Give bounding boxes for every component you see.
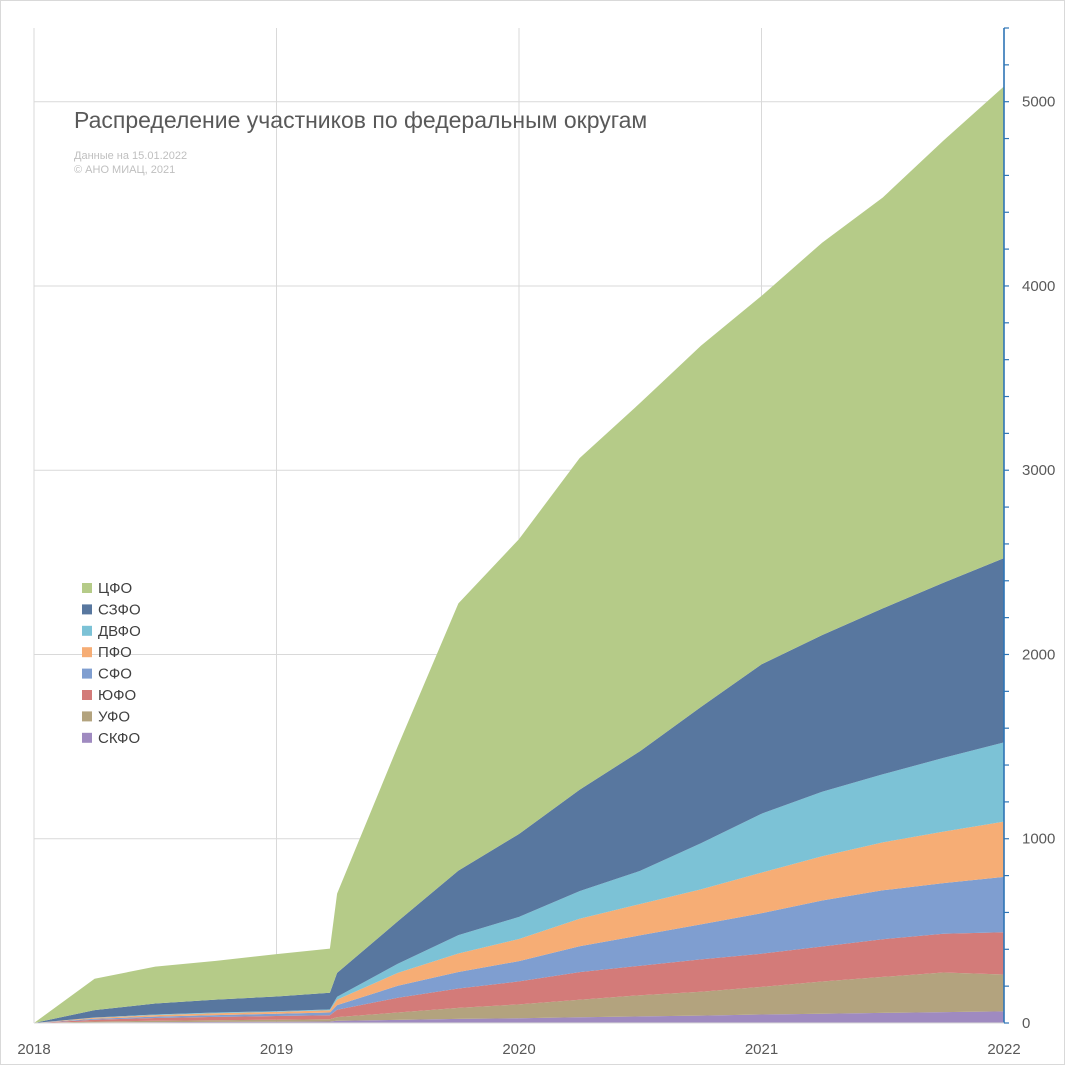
area-series-0 [34, 1011, 1004, 1023]
area-series-7 [34, 86, 1004, 1023]
legend-label: СЗФО [98, 601, 141, 618]
legend-swatch [82, 690, 92, 700]
legend-swatch [82, 668, 92, 679]
x-tick-label: 2020 [502, 1041, 535, 1058]
legend-label: СКФО [98, 730, 140, 747]
area-layer [34, 86, 1004, 1023]
y-tick-label: 3000 [1022, 462, 1055, 479]
area-series-6 [34, 558, 1004, 1023]
legend-swatch [82, 583, 92, 593]
legend-label: ЮФО [98, 687, 136, 704]
y-tick-label: 4000 [1022, 278, 1055, 295]
legend-label: ДВФО [98, 623, 141, 640]
area-series-3 [34, 876, 1004, 1023]
area-series-2 [34, 932, 1004, 1023]
chart-title: Распределение участников по федеральным … [74, 107, 647, 133]
legend: ЦФО СЗФО ДВФО ПФО СФО ЮФО УФО СКФО [82, 580, 141, 747]
y-tick-label: 0 [1022, 1015, 1030, 1032]
chart-subtitle-date: Данные на 15.01.2022 [74, 150, 187, 162]
legend-swatch [82, 732, 92, 743]
legend-label: УФО [98, 708, 130, 725]
area-series-5 [34, 742, 1004, 1023]
x-tick-label: 2022 [987, 1041, 1020, 1058]
chart-subtitle-copyright: © АНО МИАЦ, 2021 [74, 164, 175, 176]
legend-label: ЦФО [98, 580, 132, 597]
y-tick-label: 5000 [1022, 94, 1055, 111]
legend-label: СФО [98, 666, 132, 683]
legend-swatch [82, 604, 92, 615]
x-tick-label: 2019 [260, 1041, 293, 1058]
axis-layer [34, 27, 1009, 1024]
x-tick-label: 2018 [17, 1041, 50, 1058]
legend-swatch [82, 647, 92, 658]
legend-swatch [82, 625, 92, 636]
area-series-1 [34, 972, 1004, 1023]
y-tick-label: 2000 [1022, 646, 1055, 663]
label-layer: 0 1000 2000 3000 4000 5000 2018 2019 2020 2021 202… [17, 94, 1055, 1058]
legend-label: ПФО [98, 644, 132, 661]
legend-swatch [82, 711, 92, 722]
y-tick-label: 1000 [1022, 831, 1055, 848]
x-tick-label: 2021 [745, 1041, 778, 1058]
area-series-4 [34, 821, 1004, 1023]
